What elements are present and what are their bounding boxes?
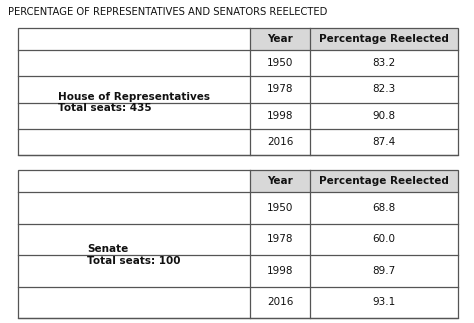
Text: 89.7: 89.7 [373, 266, 396, 276]
Text: Senate
Total seats: 100: Senate Total seats: 100 [87, 244, 181, 266]
Text: 83.2: 83.2 [373, 58, 396, 68]
Text: Percentage Reelected: Percentage Reelected [319, 34, 449, 44]
Text: 1978: 1978 [267, 234, 293, 244]
Bar [250, 170, 458, 192]
Text: 2016: 2016 [267, 137, 293, 147]
Text: 1950: 1950 [267, 203, 293, 213]
Text: 90.8: 90.8 [373, 110, 396, 120]
Text: Year: Year [267, 34, 293, 44]
Text: PERCENTAGE OF REPRESENTATIVES AND SENATORS REELECTED: PERCENTAGE OF REPRESENTATIVES AND SENATO… [8, 7, 328, 17]
Text: 60.0: 60.0 [373, 234, 395, 244]
Text: 2016: 2016 [267, 297, 293, 307]
Text: 87.4: 87.4 [373, 137, 396, 147]
Text: Percentage Reelected: Percentage Reelected [319, 176, 449, 186]
Text: 1950: 1950 [267, 58, 293, 68]
Bar [18, 28, 458, 155]
Text: 1998: 1998 [267, 266, 293, 276]
Text: 93.1: 93.1 [373, 297, 396, 307]
Text: House of Representatives
Total seats: 435: House of Representatives Total seats: 43… [58, 92, 210, 113]
Text: 82.3: 82.3 [373, 84, 396, 94]
Bar [18, 170, 458, 318]
Text: 1998: 1998 [267, 110, 293, 120]
Text: 68.8: 68.8 [373, 203, 396, 213]
Text: 1978: 1978 [267, 84, 293, 94]
Bar [250, 28, 458, 50]
Text: Year: Year [267, 176, 293, 186]
